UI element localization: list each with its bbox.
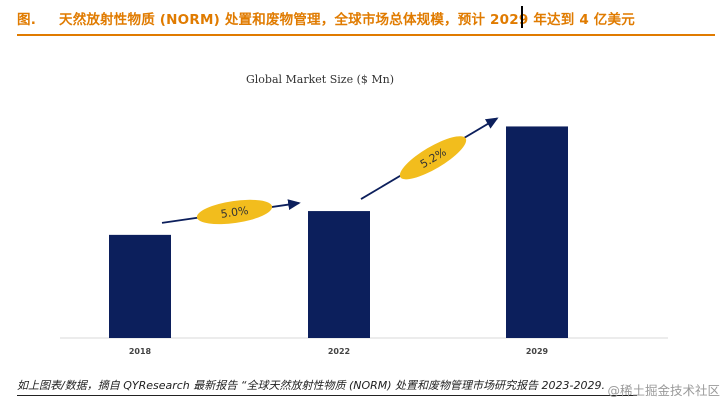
bar-2029: [506, 126, 568, 338]
caption-divider: [17, 34, 715, 36]
figure-label: 图.: [17, 12, 37, 28]
watermark: @稀土掘金技术社区: [607, 383, 720, 398]
x-tick-2018: 2018: [129, 347, 152, 356]
growth-badge-1: [196, 199, 273, 225]
source-underline: [17, 395, 637, 396]
growth-rate-label-1: 5.0%: [220, 204, 250, 221]
bar-2022: [308, 211, 370, 338]
text-cursor: [521, 6, 523, 28]
figure-caption-text: 天然放射性物质 (NORM) 处置和废物管理，全球市场总体规模，预计 2029 …: [59, 12, 635, 28]
x-tick-2022: 2022: [328, 347, 350, 356]
chart-title: Global Market Size ($ Mn): [246, 73, 394, 86]
x-tick-2029: 2029: [526, 347, 549, 356]
growth-badge-2: [399, 136, 467, 180]
bar-2018: [109, 234, 171, 338]
figure-caption: 图. 天然放射性物质 (NORM) 处置和废物管理，全球市场总体规模，预计 202…: [17, 8, 717, 30]
source-note: 如上图表/数据，摘自 QYResearch 最新报告 “全球天然放射性物质 (N…: [17, 379, 606, 392]
market-size-chart: Global Market Size ($ Mn) 5.0%5.2% 2018 2…: [60, 73, 668, 356]
